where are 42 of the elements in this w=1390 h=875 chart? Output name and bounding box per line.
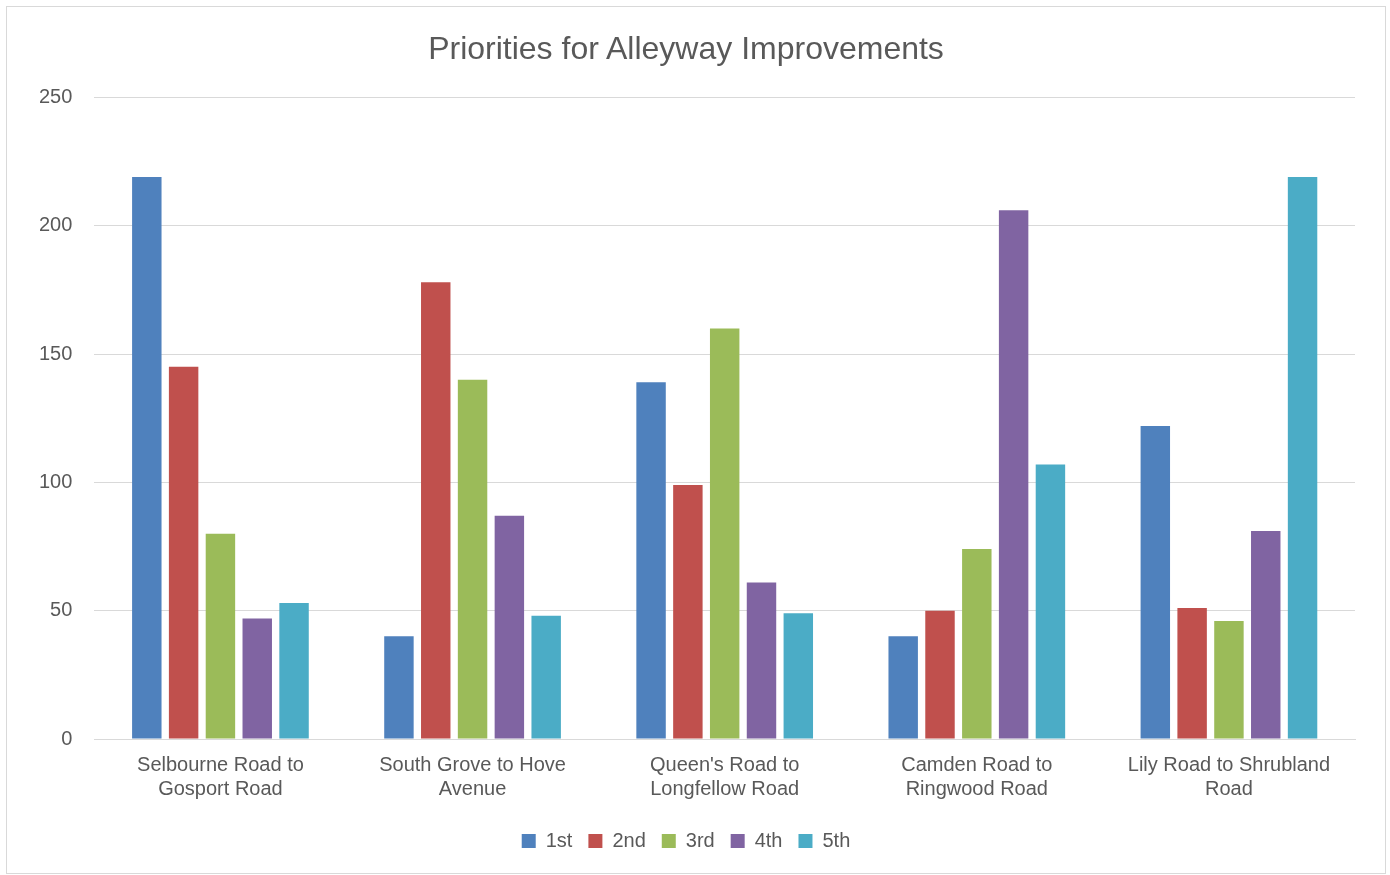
y-tick-label: 0	[61, 726, 73, 749]
bar	[168, 366, 199, 739]
bar	[1140, 425, 1171, 739]
x-tick-label: Camden Road to Ringwood Road	[901, 752, 1053, 799]
y-tick-label: 250	[38, 84, 73, 107]
bar	[709, 328, 740, 739]
bar	[783, 613, 814, 739]
y-tick-label: 100	[38, 469, 73, 492]
bar	[494, 515, 525, 739]
legend-label: 1st	[545, 828, 573, 851]
bar	[279, 602, 309, 739]
bar	[205, 533, 236, 739]
x-tick-label: South Grove to Hove Avenue	[379, 752, 566, 799]
bar	[888, 636, 918, 739]
bar	[1287, 176, 1318, 739]
y-tick-label: 150	[38, 341, 73, 364]
bar	[925, 610, 955, 739]
bar	[673, 484, 703, 739]
legend-label: 5th	[822, 828, 851, 851]
x-tick-label: Queen's Road to Longfellow Road	[649, 752, 800, 799]
y-tick-label: 50	[50, 598, 73, 621]
chart-title: Priorities for Alleyway Improvements	[428, 30, 944, 67]
x-tick-label: Selbourne Road to Gosport Road	[137, 752, 304, 799]
bar	[1035, 464, 1066, 739]
legend-label: 4th	[754, 828, 783, 851]
bar	[384, 636, 414, 739]
bar	[636, 382, 666, 739]
legend-label: 3rd	[685, 828, 715, 851]
x-tick-label: Lily Road to Shrubland Road	[1127, 752, 1331, 799]
bar	[962, 549, 992, 739]
bar	[132, 176, 162, 739]
bar	[998, 210, 1029, 739]
bar	[1214, 620, 1244, 739]
bar	[746, 582, 777, 739]
legend-label: 2nd	[612, 828, 646, 851]
bar	[457, 379, 488, 739]
bar	[421, 282, 451, 739]
bar	[242, 618, 272, 739]
bar	[1177, 608, 1207, 739]
bar	[531, 615, 561, 739]
bar	[1251, 531, 1281, 739]
y-tick-label: 200	[38, 213, 73, 236]
